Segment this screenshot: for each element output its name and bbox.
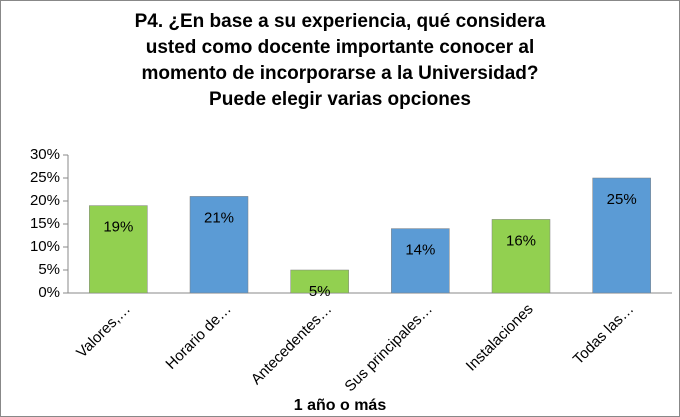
y-tick-label: 15% [30,215,60,232]
chart-title: Puede elegir varias opciones [209,89,471,110]
chart-title: usted como docente importante conocer al [146,37,535,58]
x-axis-label: 1 año o más [294,397,387,414]
bar [491,219,551,294]
value-label: 19% [103,219,133,236]
value-label: 16% [506,232,536,249]
chart-title: momento de incorporarse a la Universidad… [142,63,539,84]
bar [189,196,249,294]
y-tick-label: 5% [38,261,60,278]
y-tick-label: 10% [30,238,60,255]
chart-title: P4. ¿En base a su experiencia, qué consi… [135,11,546,32]
bar [592,177,651,294]
y-tick-label: 30% [30,146,60,163]
value-label: 25% [607,191,637,208]
y-tick-label: 0% [38,284,60,301]
y-tick-label: 25% [30,169,60,186]
value-label: 21% [204,209,234,226]
y-tick-label: 20% [30,192,60,209]
value-label: 5% [309,283,331,300]
bar [391,228,450,294]
value-label: 14% [405,242,435,259]
bar [290,269,349,294]
bar [89,205,148,294]
